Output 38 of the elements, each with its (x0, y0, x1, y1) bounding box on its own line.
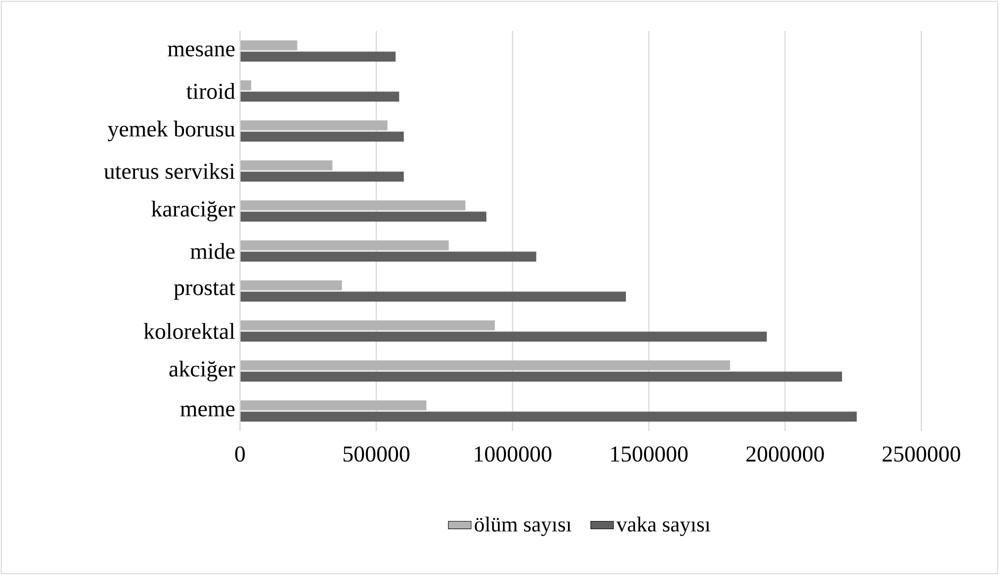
bar (240, 372, 842, 382)
x-tick-label: 500000 (344, 446, 410, 462)
bar (240, 40, 298, 50)
bar (240, 332, 767, 342)
x-tick-label: 0 (235, 446, 245, 462)
y-tick-label: mide (190, 243, 235, 259)
bar (240, 280, 342, 290)
bar (240, 52, 396, 62)
bar (240, 292, 626, 302)
bar (240, 412, 857, 422)
bar (240, 132, 404, 142)
bar (240, 400, 426, 410)
bar (240, 320, 495, 330)
legend-label: ölüm sayısı (474, 516, 572, 536)
y-tick-label: tiroid (186, 83, 236, 99)
x-tick-label: 1000000 (474, 446, 552, 462)
bar (240, 240, 449, 250)
y-tick-label: kolorektal (144, 323, 235, 339)
bar (240, 120, 388, 130)
y-tick-label: mesane (168, 46, 235, 56)
y-tick-label: prostat (174, 282, 236, 300)
x-tick-label: 1500000 (611, 446, 688, 462)
bar (240, 200, 466, 210)
bar (240, 80, 252, 90)
y-tick-label: yemek borusu (108, 120, 235, 142)
legend-label: vaka sayısı (616, 516, 710, 536)
y-tick-label: akciğer (169, 360, 236, 382)
y-tick-label: uterus serviksi (104, 163, 235, 179)
bar (240, 212, 486, 222)
bar (240, 360, 730, 370)
x-tick-label: 2500000 (882, 446, 960, 462)
bar (240, 92, 400, 102)
bar (240, 172, 404, 182)
bar (240, 160, 332, 170)
y-tick-label: karaciğer (151, 200, 236, 222)
x-tick-label: 2000000 (746, 446, 824, 462)
y-tick-label: meme (180, 406, 235, 416)
bar (240, 252, 536, 262)
